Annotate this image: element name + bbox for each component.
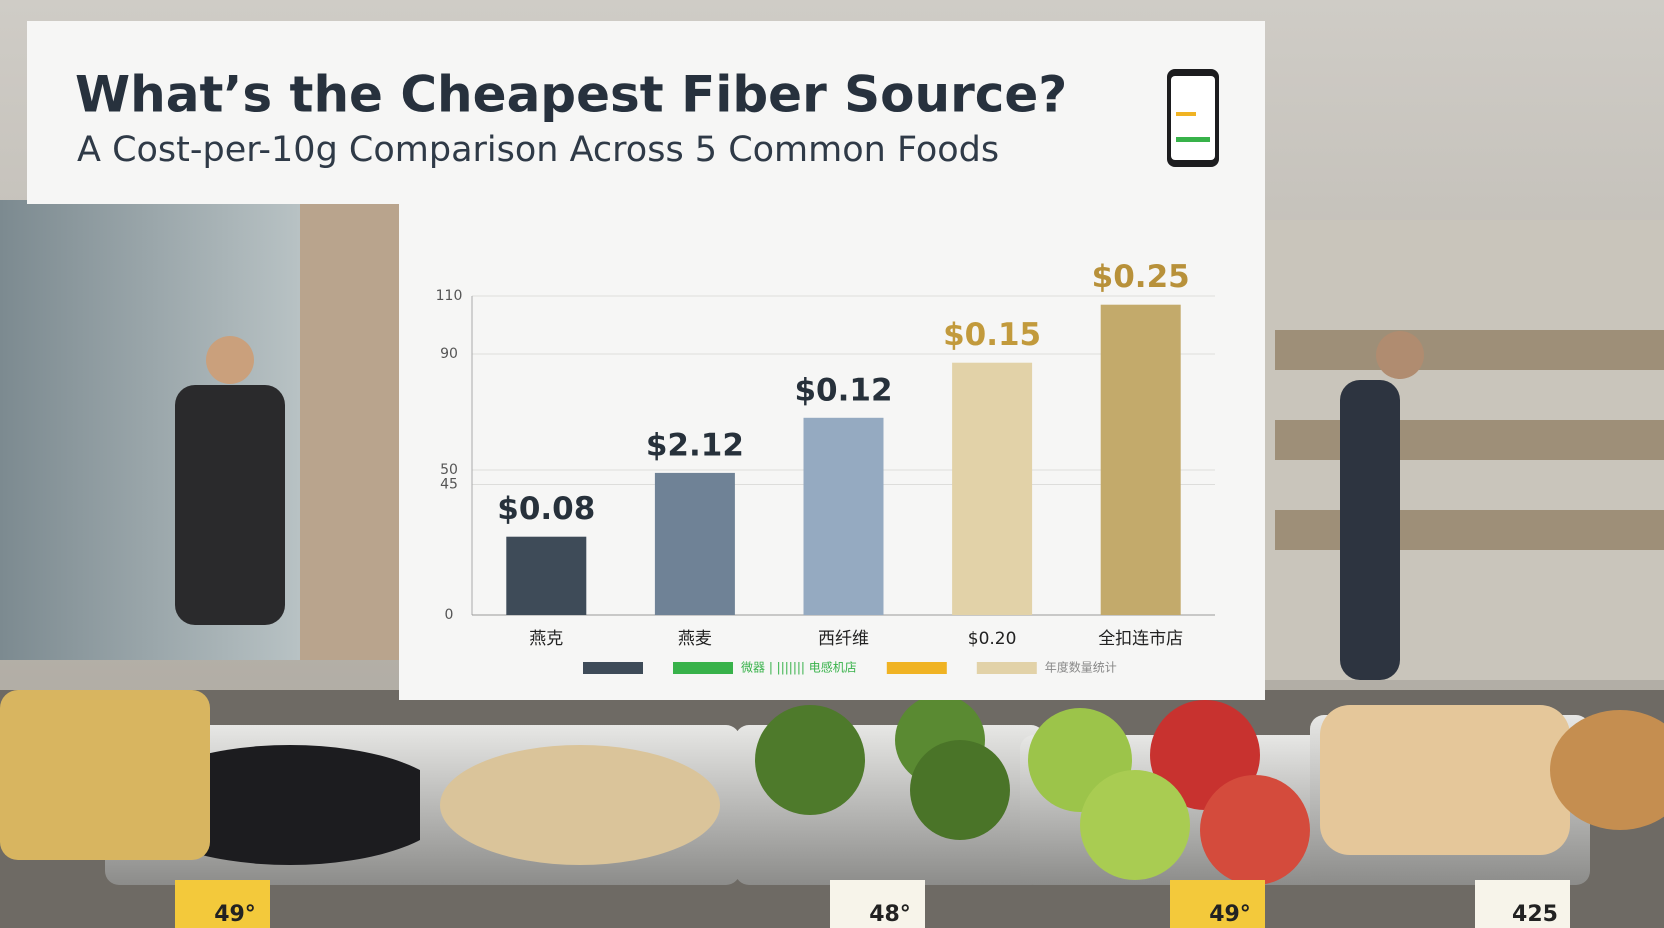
x-tick-label: 全扣连市店 xyxy=(1098,629,1183,649)
x-tick-label: 燕克 xyxy=(529,629,563,649)
price-tag xyxy=(830,880,925,928)
price-tag xyxy=(1475,880,1570,928)
bar-annotation: $0.12 xyxy=(794,372,892,408)
y-tick-label: 45 xyxy=(440,477,458,493)
price-tags: 49° 48° 49° 425 xyxy=(175,880,1570,928)
y-tick-label: 110 xyxy=(436,288,463,304)
y-tick-label: 50 xyxy=(440,462,458,478)
bar-annotation: $0.25 xyxy=(1092,259,1190,295)
bar-annotation: $2.12 xyxy=(646,427,744,463)
x-tick-label: 燕麦 xyxy=(678,629,712,649)
bar-annotation: $0.15 xyxy=(943,317,1041,353)
price-tag-text: 49° xyxy=(214,902,256,927)
title-panel xyxy=(27,21,1265,204)
legend-swatch xyxy=(976,662,1037,674)
bar xyxy=(1100,304,1181,615)
price-tag xyxy=(175,880,270,928)
bar xyxy=(654,472,735,615)
phone-icon xyxy=(1167,69,1219,167)
chart-title: What’s the Cheapest Fiber Source? xyxy=(75,66,1067,124)
legend-swatch xyxy=(673,662,733,674)
x-tick-label: $0.20 xyxy=(968,629,1017,649)
price-tag-text: 49° xyxy=(1209,902,1251,927)
price-tag-text: 425 xyxy=(1512,902,1558,927)
legend-swatch xyxy=(886,662,947,674)
bar-annotation: $0.08 xyxy=(497,491,595,527)
bar xyxy=(952,362,1033,615)
legend-label: 微器 | ||||||| 电感机店 xyxy=(741,660,857,675)
bar xyxy=(803,417,884,615)
bar xyxy=(506,536,587,615)
legend-swatch xyxy=(583,662,643,674)
x-tick-label: 西纤维 xyxy=(818,629,869,649)
chart-subtitle: A Cost-per-10g Comparison Across 5 Commo… xyxy=(77,130,999,170)
y-tick-label: 0 xyxy=(445,607,454,623)
price-tag-text: 48° xyxy=(869,902,911,927)
legend-label: 年度数量统计 xyxy=(1045,660,1117,675)
y-tick-label: 90 xyxy=(440,346,458,362)
price-tag xyxy=(1170,880,1265,928)
